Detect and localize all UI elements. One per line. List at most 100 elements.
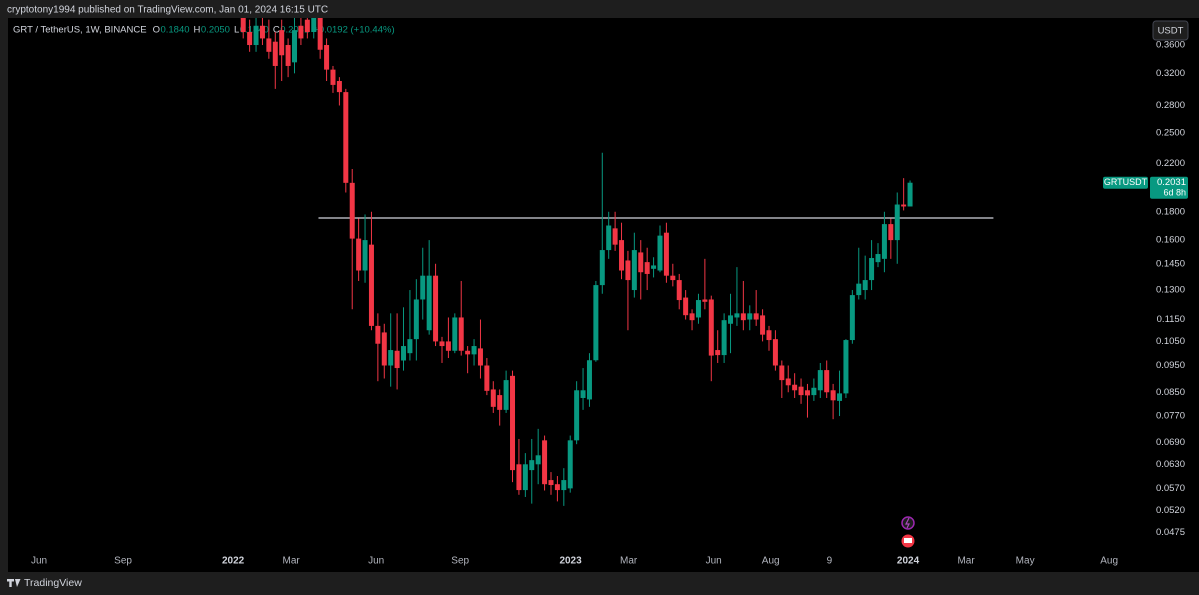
candle-body bbox=[638, 252, 644, 273]
axes: 0.3600 0.3200 0.2800 0.2500 0.2200 0.1800 0.16… bbox=[31, 40, 1188, 567]
price-tag-countdown: 6d 8h bbox=[1163, 188, 1186, 198]
x-tick-label: 9 bbox=[827, 556, 833, 567]
candle-body bbox=[272, 41, 278, 66]
x-tick-label: Jun bbox=[706, 556, 722, 567]
event-icon-glyph bbox=[905, 517, 910, 529]
event-icons bbox=[901, 516, 915, 548]
candle-body bbox=[753, 313, 759, 320]
x-tick-label: 2022 bbox=[222, 556, 245, 567]
y-tick-label: 0.3600 bbox=[1156, 40, 1185, 51]
candle-body bbox=[888, 224, 894, 241]
candle-body bbox=[715, 350, 721, 356]
candle-body bbox=[388, 350, 394, 366]
candle-body bbox=[907, 182, 913, 207]
candle-body bbox=[516, 464, 522, 491]
candle-body bbox=[465, 350, 471, 355]
x-tick-label: Aug bbox=[762, 556, 780, 567]
candle-body bbox=[734, 313, 740, 318]
candle-body bbox=[875, 254, 881, 263]
candle-body bbox=[567, 440, 573, 489]
y-tick-label: 0.0475 bbox=[1156, 527, 1185, 538]
candle-body bbox=[663, 232, 669, 276]
x-tick-label: Mar bbox=[283, 556, 301, 567]
candle-body bbox=[894, 204, 900, 241]
legend-text: H bbox=[194, 25, 201, 36]
candle-body bbox=[670, 275, 676, 281]
candle-body bbox=[375, 325, 381, 344]
currency-label: USDT bbox=[1158, 26, 1184, 37]
y-tick-label: 0.0770 bbox=[1156, 411, 1185, 422]
chart-background bbox=[8, 18, 1199, 572]
candle-body bbox=[458, 317, 464, 351]
candle-body bbox=[901, 204, 907, 207]
candle-body bbox=[837, 393, 843, 401]
candle-body bbox=[760, 315, 766, 335]
candle-body bbox=[420, 275, 426, 300]
candle-body bbox=[471, 346, 477, 355]
legend-text: C bbox=[273, 25, 280, 36]
candle-body bbox=[849, 295, 855, 341]
candle-body bbox=[253, 25, 259, 46]
candle-body bbox=[631, 250, 637, 291]
candle-body bbox=[657, 235, 663, 271]
y-tick-label: 0.2200 bbox=[1156, 158, 1185, 169]
candle-body bbox=[292, 30, 298, 63]
brand-name: TradingView bbox=[24, 577, 82, 589]
legend-text: O bbox=[153, 25, 160, 36]
legend-text: GRT / TetherUS, 1W, BINANCE bbox=[13, 25, 147, 36]
y-tick-label: 0.0690 bbox=[1156, 437, 1185, 448]
candle-body bbox=[266, 38, 272, 52]
candle-body bbox=[542, 440, 548, 485]
candle-body bbox=[324, 45, 330, 70]
candle-body bbox=[554, 484, 560, 491]
candle-body bbox=[766, 330, 772, 341]
candle-body bbox=[695, 300, 701, 318]
symbol-tag bbox=[1103, 176, 1148, 189]
x-tick-label: Aug bbox=[1100, 556, 1118, 567]
candle-body bbox=[644, 262, 650, 274]
candle-body bbox=[728, 315, 734, 324]
candle-body bbox=[606, 225, 612, 251]
candle-body bbox=[407, 339, 413, 354]
currency-button[interactable] bbox=[1152, 20, 1189, 41]
y-tick-label: 0.3200 bbox=[1156, 68, 1185, 79]
candle-body bbox=[586, 360, 592, 400]
candle-body bbox=[349, 182, 355, 239]
y-tick-label: 0.2500 bbox=[1156, 127, 1185, 138]
legend-text: +0.0192 (+10.44%) bbox=[313, 25, 394, 36]
candle-body bbox=[612, 228, 618, 245]
brand: TradingView bbox=[6, 577, 82, 589]
candle-body bbox=[497, 395, 503, 410]
candle-body bbox=[830, 390, 836, 401]
y-tick-label: 0.0570 bbox=[1156, 483, 1185, 494]
candle-body bbox=[574, 390, 580, 441]
candle-body bbox=[381, 332, 387, 366]
candle-body bbox=[625, 260, 631, 281]
candle-body bbox=[356, 238, 362, 271]
candle-body bbox=[683, 297, 689, 316]
candle-body bbox=[708, 299, 714, 356]
candle-body bbox=[279, 30, 285, 56]
candle-body bbox=[689, 313, 695, 321]
price-tag bbox=[1150, 176, 1188, 199]
event-icon[interactable] bbox=[901, 516, 915, 530]
candle-body bbox=[824, 370, 830, 393]
ohlc-legend: GRT / TetherUS, 1W, BINANCE O 0.1840 H 0.205… bbox=[13, 25, 395, 36]
candle-body bbox=[862, 280, 868, 291]
candle-body bbox=[580, 390, 586, 398]
price-tag-value: 0.2031 bbox=[1157, 177, 1186, 188]
y-tick-label: 0.0950 bbox=[1156, 360, 1185, 371]
candle-body bbox=[240, 18, 246, 33]
y-tick-label: 0.2800 bbox=[1156, 100, 1185, 111]
candle-body bbox=[792, 384, 798, 391]
candle-body bbox=[869, 258, 875, 281]
candle-body bbox=[433, 275, 439, 342]
candle-body bbox=[817, 370, 823, 391]
candle-body bbox=[779, 365, 785, 381]
x-tick-label: Sep bbox=[114, 556, 132, 567]
candle-body bbox=[503, 380, 509, 410]
event-icon-glyph bbox=[904, 538, 912, 543]
x-tick-label: Mar bbox=[620, 556, 638, 567]
